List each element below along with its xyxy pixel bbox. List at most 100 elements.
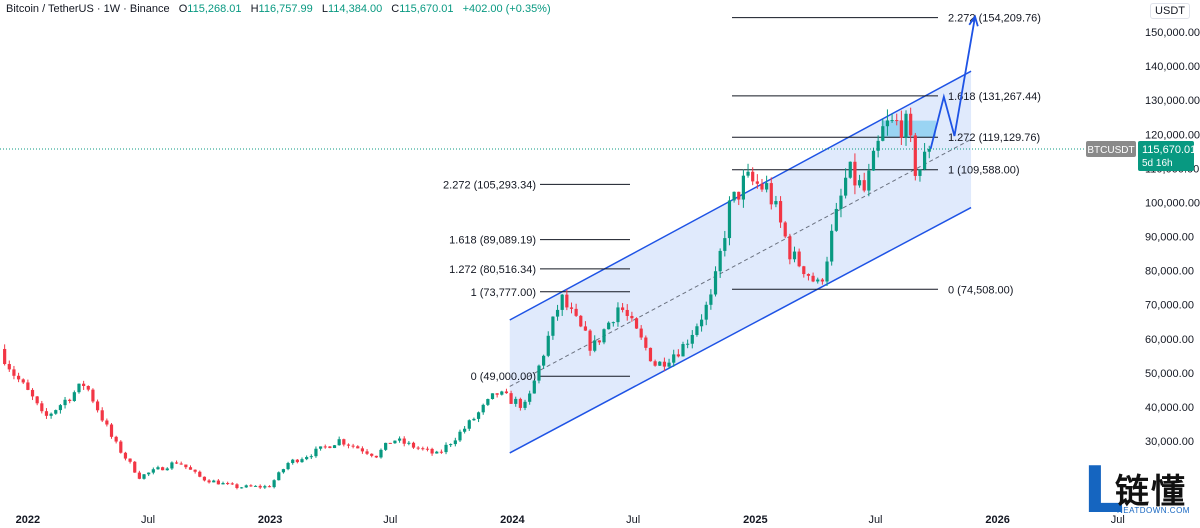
candle-body <box>495 393 499 395</box>
candle-body <box>490 393 495 400</box>
candle-body <box>616 307 620 323</box>
x-tick-label: Jul <box>383 514 397 526</box>
candle-body <box>885 120 890 127</box>
candle-body <box>816 279 820 282</box>
candle-body <box>351 445 355 447</box>
candle-body <box>226 483 230 485</box>
candle-body <box>746 171 750 176</box>
countdown-tag: 5d 16h <box>1142 158 1173 169</box>
x-tick-label: Jul <box>1111 514 1125 526</box>
x-tick-label: 2025 <box>743 514 767 526</box>
currency-selector[interactable]: USDT <box>1150 3 1190 19</box>
fib-right-label: 2.272 (154,209.76) <box>948 13 1041 25</box>
candle-body <box>267 486 272 488</box>
candle-body <box>374 455 378 458</box>
open-value: 115,268.01 <box>187 3 242 15</box>
candle-body <box>593 340 597 351</box>
candle-body <box>453 440 457 445</box>
candle-body <box>727 200 732 239</box>
candle-body <box>523 401 527 408</box>
candle-body <box>904 113 908 138</box>
change-value: +402.00 (+0.35%) <box>462 3 551 15</box>
candle-body <box>407 442 411 444</box>
candle-body <box>161 467 165 471</box>
candle-body <box>597 340 601 343</box>
candle-body <box>690 334 694 344</box>
candle-body <box>806 274 811 276</box>
fib-right-label: 1 (109,588.00) <box>948 165 1020 177</box>
candle-body <box>291 459 295 464</box>
x-tick-label: 2024 <box>500 514 525 526</box>
candle-body <box>370 453 374 456</box>
symbol-title[interactable]: Bitcoin / TetherUS · 1W · Binance <box>6 3 170 15</box>
candle-body <box>384 442 388 450</box>
candle-body <box>346 444 351 446</box>
candle-body <box>820 279 824 282</box>
candle-body <box>444 444 448 453</box>
candle-body <box>769 183 773 205</box>
candle-body <box>91 389 95 402</box>
y-tick-label: 100,000.00 <box>1145 197 1200 209</box>
x-tick-label: 2023 <box>258 514 282 526</box>
candle-body <box>332 445 337 449</box>
candle-body <box>788 236 792 260</box>
candle-body <box>360 448 365 452</box>
candle-body <box>579 315 583 327</box>
candle-body <box>40 403 44 412</box>
candle-body <box>546 335 550 356</box>
candle-body <box>830 230 834 262</box>
candle-body <box>783 222 787 237</box>
candle-body <box>133 461 137 473</box>
candle-body <box>281 469 286 473</box>
candle-body <box>179 463 183 465</box>
candle-body <box>435 451 439 454</box>
candle-body <box>918 169 922 176</box>
candle-body <box>778 201 783 223</box>
candle-body <box>881 126 885 141</box>
candle-body <box>467 420 471 429</box>
candle-body <box>137 472 141 479</box>
candle-body <box>839 195 843 209</box>
candle-body <box>119 441 123 453</box>
candle-body <box>588 330 592 351</box>
candle-body <box>565 294 569 308</box>
candle-body <box>867 170 871 191</box>
candle-body <box>156 467 160 470</box>
channel-mid-line[interactable] <box>509 138 972 387</box>
y-tick-label: 70,000.00 <box>1145 300 1194 312</box>
time-axis[interactable] <box>0 510 1137 528</box>
logo-mark: L <box>1083 454 1124 528</box>
candle-body <box>72 392 76 402</box>
candle-body <box>890 120 894 122</box>
channel-upper-line[interactable] <box>509 70 972 321</box>
candle-body <box>811 275 815 282</box>
x-tick-label: Jul <box>626 514 640 526</box>
candle-body <box>356 446 360 449</box>
candle-body <box>272 480 276 488</box>
channel-lower-line[interactable] <box>509 206 972 454</box>
candle-body <box>184 464 188 468</box>
candle-body <box>253 485 258 487</box>
fib-left-label: 1.272 (80,516.34) <box>449 264 536 276</box>
price-axis[interactable] <box>1137 0 1200 528</box>
target-zone[interactable] <box>881 120 936 138</box>
candle-body <box>95 401 100 411</box>
y-tick-label: 120,000.00 <box>1145 129 1200 141</box>
candle-body <box>871 150 876 171</box>
candle-body <box>198 471 202 477</box>
candle-body <box>337 439 341 446</box>
candle-body <box>26 382 30 390</box>
projection-path[interactable] <box>929 16 976 150</box>
candle-body <box>834 208 838 231</box>
candle-body <box>458 431 462 441</box>
candle-body <box>653 361 657 366</box>
logo-domain: NEATDOWN.COM <box>1117 506 1190 515</box>
candle-body <box>751 171 755 182</box>
candle-body <box>876 140 880 151</box>
candle-body <box>583 326 588 331</box>
candle-body <box>644 337 648 348</box>
candle-body <box>114 436 118 442</box>
candle-body <box>393 440 397 444</box>
candle-body <box>249 485 253 487</box>
